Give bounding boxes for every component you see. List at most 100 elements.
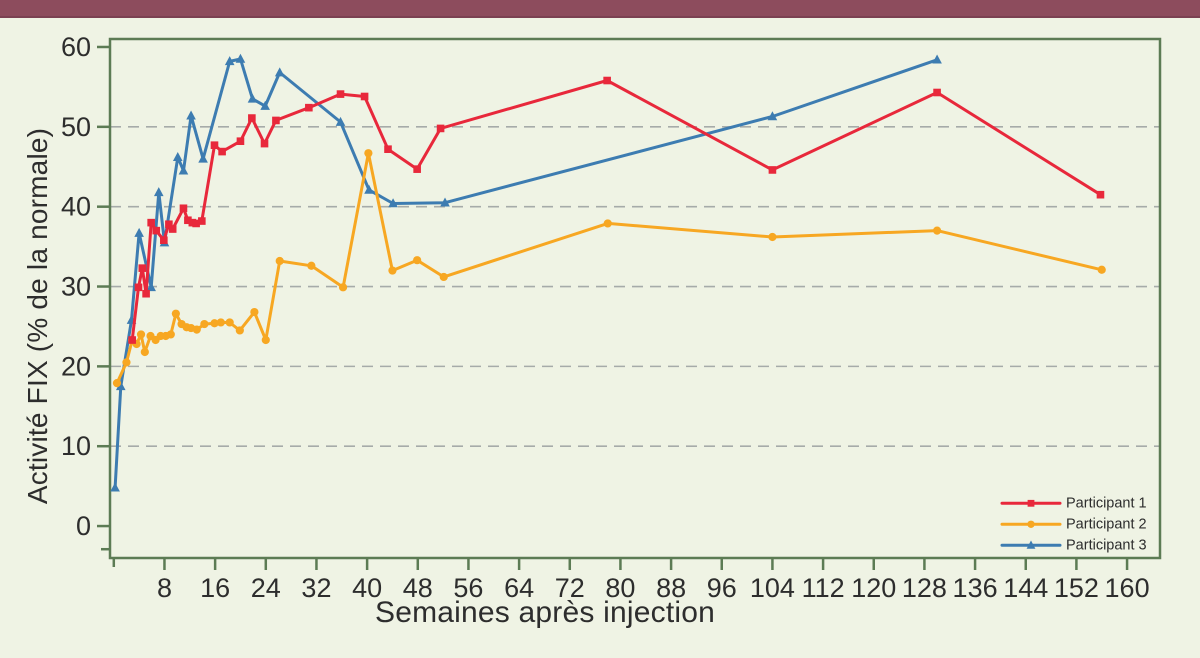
data-point-participant-2 [261,335,270,345]
x-tick-label-16: 16 [200,573,230,603]
data-point-participant-3 [115,381,126,391]
data-point-participant-1 [336,90,345,98]
legend-label-participant-1: Participant 1 [1066,495,1147,511]
data-point-participant-2 [932,226,942,235]
data-point-participant-2 [364,149,373,158]
data-point-participant-3 [110,482,120,492]
data-point-participant-1 [198,217,206,225]
x-tick-label-8: 8 [157,573,172,603]
y-tick-label-50: 50 [61,112,91,142]
data-point-participant-1 [192,219,200,228]
x-tick-label-80: 80 [605,573,635,603]
data-point-participant-3 [364,184,374,194]
x-tick-label-144: 144 [1003,573,1048,603]
y-tick-label-30: 30 [61,272,91,302]
x-tick-label-128: 128 [902,573,947,603]
data-point-participant-2 [1097,265,1106,274]
data-point-participant-1 [768,166,777,174]
data-point-participant-1 [210,141,219,149]
data-point-participant-3 [767,111,778,121]
data-point-participant-1 [168,225,177,233]
x-tick-label-48: 48 [403,573,433,603]
data-point-participant-2 [200,319,209,329]
top-accent-bar [0,0,1200,18]
data-point-participant-3 [335,116,346,126]
data-point-participant-1 [236,137,245,146]
data-point-participant-2 [166,330,175,339]
y-tick-label-0: 0 [76,511,91,541]
data-point-participant-2 [136,330,146,339]
data-point-participant-1 [305,103,313,112]
legend-marker-participant-2 [1027,520,1035,528]
x-tick-label-64: 64 [504,573,534,603]
data-point-participant-3 [224,56,235,66]
legend-marker-participant-3 [1026,540,1036,549]
data-point-participant-1 [413,165,421,173]
data-point-participant-1 [142,289,150,298]
data-point-participant-1 [272,116,280,125]
data-point-participant-3 [260,100,270,110]
legend-marker-participant-1 [1027,499,1035,507]
data-point-participant-1 [134,283,143,292]
data-point-participant-1 [260,139,269,148]
data-point-participant-2 [216,318,225,327]
data-point-participant-3 [172,151,183,161]
x-tick-label-24: 24 [251,573,281,603]
data-point-participant-3 [440,197,450,207]
data-point-participant-3 [146,282,156,292]
data-point-participant-1 [933,88,941,97]
data-point-participant-1 [160,236,168,245]
data-point-participant-3 [388,198,398,208]
data-point-participant-1 [1096,190,1105,199]
y-tick-label-60: 60 [61,32,91,62]
data-point-participant-2 [338,283,348,292]
plot-frame [108,37,1162,560]
data-point-participant-1 [384,145,392,153]
data-point-participant-1 [436,124,445,133]
data-point-participant-1 [147,218,155,227]
y-tick-label-10: 10 [61,431,91,461]
data-point-participant-2 [112,379,122,388]
x-tick-label-40: 40 [352,573,382,603]
data-point-participant-2 [192,325,201,334]
data-point-participant-1 [138,264,147,272]
data-point-participant-3 [186,110,196,120]
data-point-participant-3 [274,67,285,77]
data-point-participant-1 [603,76,611,85]
data-point-participant-1 [248,114,256,122]
data-point-participant-2 [768,232,777,242]
data-point-participant-1 [165,220,173,229]
data-point-participant-2 [307,261,316,270]
data-point-participant-1 [360,92,369,101]
data-point-participant-2 [140,347,149,357]
legend-label-participant-3: Participant 3 [1066,537,1147,553]
data-point-participant-2 [603,219,612,228]
x-tick-label-104: 104 [750,573,795,603]
data-point-participant-2 [171,309,180,318]
legend-label-participant-2: Participant 2 [1066,516,1147,532]
data-point-participant-2 [413,256,422,265]
x-tick-label-56: 56 [453,573,483,603]
y-axis-title: Activité FIX (% de la normale) [22,127,53,505]
data-point-participant-2 [235,326,244,335]
data-point-participant-3 [932,54,942,64]
x-tick-label-96: 96 [707,573,737,603]
x-tick-label-160: 160 [1105,573,1150,603]
data-point-participant-3 [178,165,189,175]
data-point-participant-3 [198,153,208,163]
data-point-participant-2 [439,272,448,282]
x-tick-label-88: 88 [656,573,686,603]
data-point-participant-2 [275,256,284,266]
x-tick-label-72: 72 [555,573,585,603]
data-point-participant-3 [134,227,144,237]
data-point-participant-1 [152,226,161,235]
data-point-participant-1 [128,336,136,344]
data-point-participant-3 [247,93,258,103]
data-point-participant-3 [153,187,164,197]
data-point-participant-2 [388,266,397,275]
data-point-participant-1 [218,147,226,156]
data-point-participant-2 [122,358,131,367]
data-point-participant-1 [179,204,188,213]
